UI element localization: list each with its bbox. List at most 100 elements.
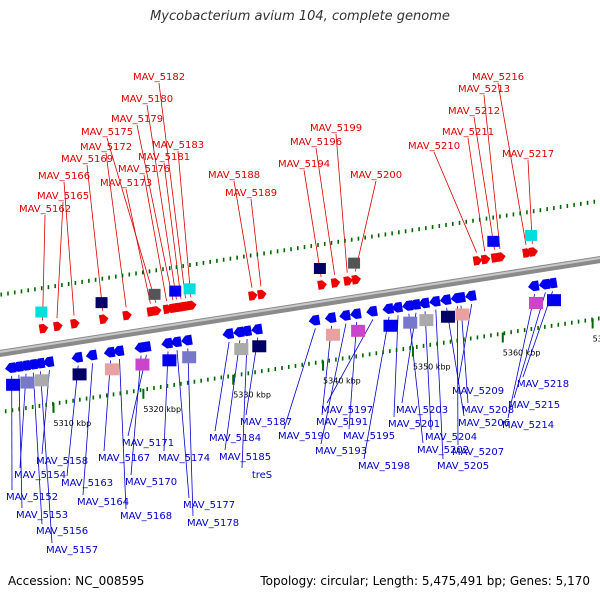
- reverse-feature-box: [34, 374, 49, 387]
- scale-label: 5310 kbp: [53, 419, 91, 428]
- minor-tick: [564, 321, 566, 326]
- minor-tick: [139, 388, 142, 393]
- minor-tick: [557, 322, 560, 327]
- forward-gene-label: MAV_5173: [100, 178, 152, 189]
- reverse-gene-label: MAV_5214: [502, 420, 554, 431]
- forward-gene-label: MAV_5169: [61, 154, 113, 165]
- reverse-gene-arrow: [339, 309, 351, 321]
- reverse-gene-label: MAV_5168: [120, 511, 172, 522]
- reverse-gene-arrow-shape: [12, 361, 24, 372]
- forward-label-leader: [354, 180, 377, 272]
- reverse-label-leader: [456, 306, 459, 446]
- major-tick: [322, 360, 325, 371]
- minor-tick: [517, 329, 519, 334]
- minor-tick: [422, 343, 425, 348]
- reverse-label-leader: [130, 355, 142, 476]
- reverse-gene-arrow-shape: [222, 328, 235, 340]
- reverse-gene-arrow: [181, 334, 193, 346]
- reverse-feature-box: [182, 351, 197, 364]
- minor-tick: [220, 375, 223, 380]
- forward-gene-arrow-shape: [186, 300, 197, 311]
- reverse-label-leader: [187, 348, 194, 517]
- forward-gene-arrow: [53, 321, 63, 332]
- reverse-gene-arrow: [439, 294, 452, 305]
- reverse-gene-arrow-shape: [429, 295, 441, 307]
- minor-tick: [20, 289, 23, 294]
- reverse-gene-label: MAV_5201: [388, 419, 440, 430]
- minor-tick: [88, 278, 90, 283]
- scale-label: 5370 kbp: [593, 334, 600, 343]
- minor-tick: [337, 239, 340, 244]
- reverse-label-leader: [408, 313, 424, 444]
- reverse-gene-arrow: [42, 356, 55, 368]
- minor-tick: [213, 376, 216, 381]
- minor-tick: [308, 361, 310, 366]
- reverse-gene-arrow-shape: [439, 294, 452, 305]
- reverse-gene-arrow-shape: [409, 298, 421, 310]
- reverse-feature-box: [351, 324, 366, 337]
- reverse-gene-arrow: [527, 280, 540, 292]
- minor-tick: [418, 227, 420, 232]
- forward-label-leader: [527, 159, 533, 244]
- reverse-label-leader: [435, 309, 444, 460]
- minor-tick: [364, 235, 366, 240]
- minor-tick: [573, 202, 575, 207]
- major-tick: [501, 332, 504, 343]
- minor-tick: [335, 357, 337, 362]
- forward-label-leader: [233, 180, 253, 288]
- reverse-gene-arrow-shape: [161, 337, 173, 349]
- forward-gene-arrow-shape: [480, 254, 491, 265]
- minor-tick: [442, 340, 445, 345]
- minor-tick: [247, 371, 250, 376]
- minor-tick: [451, 221, 454, 226]
- minor-tick: [67, 281, 70, 286]
- minor-tick: [274, 367, 277, 372]
- reverse-feature-box: [383, 319, 398, 332]
- reverse-gene-arrow-shape: [527, 280, 540, 292]
- minor-tick: [119, 391, 122, 396]
- reverse-label-leader: [40, 371, 53, 544]
- forward-gene-label: MAV_5216: [472, 72, 524, 83]
- forward-label-leader: [125, 188, 151, 304]
- minor-tick: [469, 336, 472, 341]
- minor-tick: [85, 396, 88, 401]
- minor-tick: [61, 283, 63, 288]
- forward-label-leader: [335, 133, 348, 273]
- reverse-label-leader: [214, 341, 230, 432]
- forward-feature-box: [525, 229, 538, 241]
- reverse-gene-arrow: [324, 312, 337, 323]
- minor-tick: [287, 364, 290, 369]
- forward-label-leader: [315, 147, 336, 275]
- forward-gene-arrow-shape: [528, 247, 538, 257]
- minor-tick: [512, 212, 515, 217]
- reverse-gene-arrow: [33, 357, 46, 369]
- minor-tick: [532, 209, 535, 214]
- minor-tick: [355, 354, 357, 359]
- reverse-label-leader: [32, 372, 43, 525]
- forward-gene-arrow: [343, 276, 353, 286]
- scale-label: 5330 kbp: [233, 391, 271, 400]
- forward-gene-arrow: [248, 291, 258, 301]
- minor-tick: [537, 325, 539, 330]
- reverse-gene-arrow: [382, 303, 395, 314]
- reverse-gene-arrow-shape: [103, 346, 116, 358]
- reverse-gene-arrow-shape: [454, 291, 466, 303]
- scale-label: 5360 kbp: [503, 349, 541, 358]
- minor-tick: [40, 286, 43, 291]
- minor-tick: [256, 252, 259, 257]
- reverse-gene-label: MAV_5197: [321, 405, 373, 416]
- forward-feature-box: [35, 306, 48, 318]
- minor-tick: [99, 394, 101, 399]
- reverse-gene-arrow-shape: [465, 290, 477, 302]
- forward-label-leader: [250, 198, 262, 287]
- forward-gene-arrow-shape: [38, 323, 49, 334]
- reverse-feature-box: [403, 316, 418, 329]
- minor-tick: [586, 200, 589, 205]
- minor-tick: [94, 277, 97, 282]
- forward-gene-arrow-shape: [317, 280, 327, 290]
- minor-tick: [155, 268, 158, 273]
- minor-tick: [25, 406, 27, 411]
- reverse-label-leader: [393, 315, 399, 418]
- tick-layer: 5310 kbp 5320 kbp 5330 kbp 5340 kbp 5350 kbp…: [0, 199, 600, 428]
- minor-tick: [362, 353, 364, 358]
